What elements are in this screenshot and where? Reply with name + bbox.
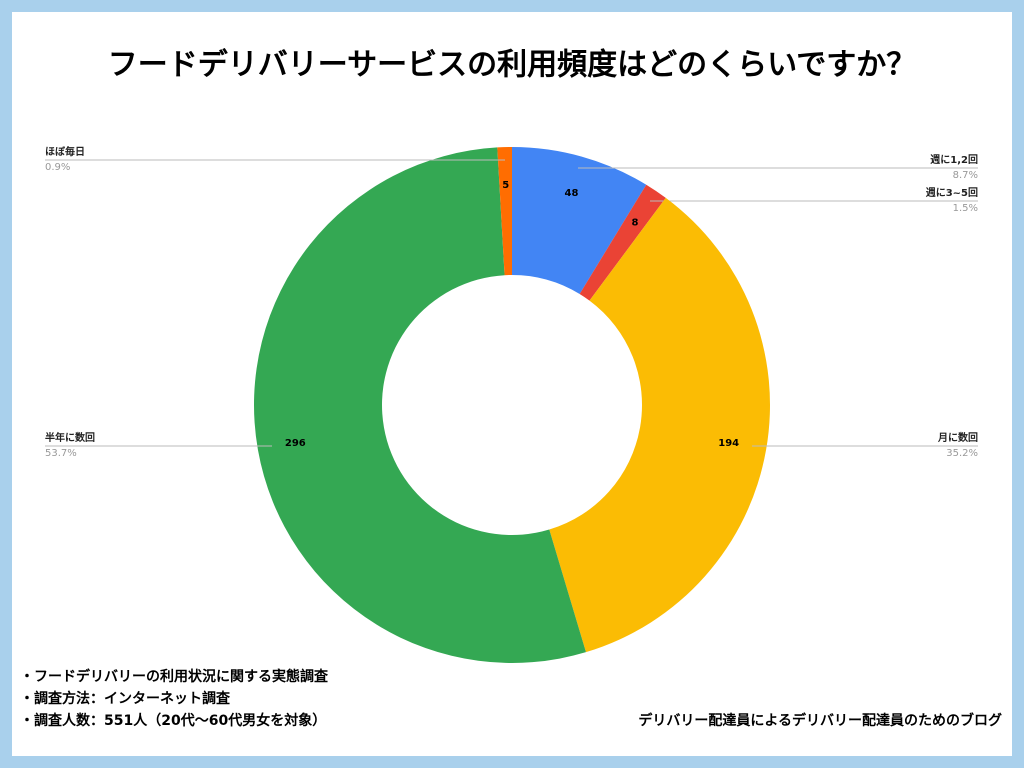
- donut-slice: [497, 147, 512, 276]
- percent-label: 1.5%: [953, 203, 978, 214]
- donut-slice: [512, 147, 647, 294]
- category-label: ほぼ毎日: [45, 145, 85, 158]
- value-label: 48: [564, 188, 578, 199]
- donut-slice: [579, 184, 666, 301]
- chart-title: フードデリバリーサービスの利用頻度はどのくらいですか？: [108, 48, 917, 83]
- category-label: 週に3~5回: [926, 187, 978, 199]
- value-label: 194: [718, 438, 739, 449]
- note: ・フードデリバリーの利用状況に関する実態調査: [20, 668, 329, 685]
- note: ・調査人数：551人（20代〜60代男女を対象）: [20, 712, 326, 729]
- percent-label: 0.9%: [45, 162, 70, 173]
- value-label: 8: [631, 218, 638, 229]
- category-label: 月に数回: [937, 431, 978, 444]
- value-label: 5: [502, 180, 509, 191]
- category-label: 週に1,2回: [930, 154, 978, 166]
- category-label: 半年に数回: [45, 431, 95, 444]
- percent-label: 35.2%: [946, 448, 978, 459]
- donut-slice: [549, 197, 770, 653]
- note: ・調査方法：インターネット調査: [20, 690, 231, 707]
- percent-label: 53.7%: [45, 448, 77, 459]
- percent-label: 8.7%: [953, 170, 978, 181]
- credit: デリバリー配達員によるデリバリー配達員のためのブログ: [638, 712, 1002, 729]
- value-label: 296: [285, 438, 306, 449]
- donut-slice: [253, 147, 586, 663]
